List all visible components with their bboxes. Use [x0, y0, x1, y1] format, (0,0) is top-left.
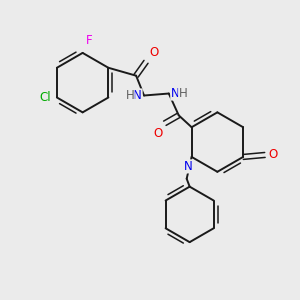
Text: O: O: [149, 46, 158, 59]
Text: H: H: [125, 89, 134, 102]
Text: F: F: [85, 34, 92, 47]
Text: O: O: [269, 148, 278, 161]
Text: O: O: [154, 127, 163, 140]
Text: N: N: [133, 89, 142, 102]
Text: N: N: [184, 160, 193, 173]
Text: H: H: [179, 87, 188, 100]
Text: Cl: Cl: [39, 91, 51, 104]
Text: N: N: [171, 87, 179, 100]
